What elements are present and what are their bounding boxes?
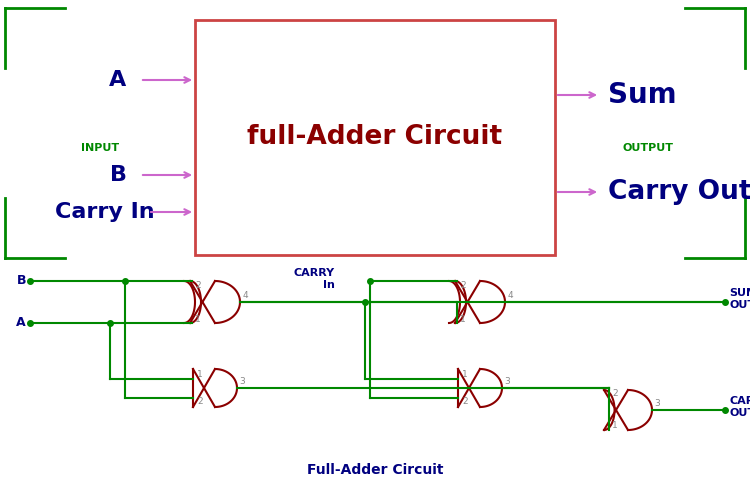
Text: 2: 2 — [197, 397, 202, 406]
Text: full-Adder Circuit: full-Adder Circuit — [248, 124, 502, 150]
Text: Carry Out: Carry Out — [608, 179, 750, 205]
Text: INPUT: INPUT — [81, 143, 119, 153]
Text: A: A — [110, 70, 127, 90]
Text: B: B — [110, 165, 127, 185]
Text: Carry In: Carry In — [56, 202, 154, 222]
Text: Sum: Sum — [608, 81, 676, 109]
Text: 1: 1 — [460, 314, 466, 323]
Text: 1: 1 — [612, 421, 618, 430]
Text: 4: 4 — [242, 292, 248, 300]
Text: 2: 2 — [460, 281, 466, 290]
Text: 2: 2 — [195, 281, 200, 290]
Bar — [195, 20, 555, 255]
Text: 3: 3 — [239, 377, 244, 387]
Text: A: A — [16, 317, 26, 330]
Text: Full-Adder Circuit: Full-Adder Circuit — [307, 463, 443, 477]
Text: B: B — [16, 275, 26, 287]
Text: 2: 2 — [612, 389, 617, 399]
Text: CARRY
In: CARRY In — [294, 268, 335, 290]
Text: 3: 3 — [654, 400, 660, 409]
Text: 1: 1 — [197, 370, 202, 379]
Text: OUTPUT: OUTPUT — [622, 143, 674, 153]
Text: CARRY
OUT: CARRY OUT — [729, 396, 750, 418]
Text: 1: 1 — [195, 314, 201, 323]
Text: 2: 2 — [462, 397, 468, 406]
Text: 1: 1 — [462, 370, 468, 379]
Text: 4: 4 — [507, 292, 513, 300]
Text: 3: 3 — [504, 377, 510, 387]
Text: SUM
OUT: SUM OUT — [729, 288, 750, 310]
